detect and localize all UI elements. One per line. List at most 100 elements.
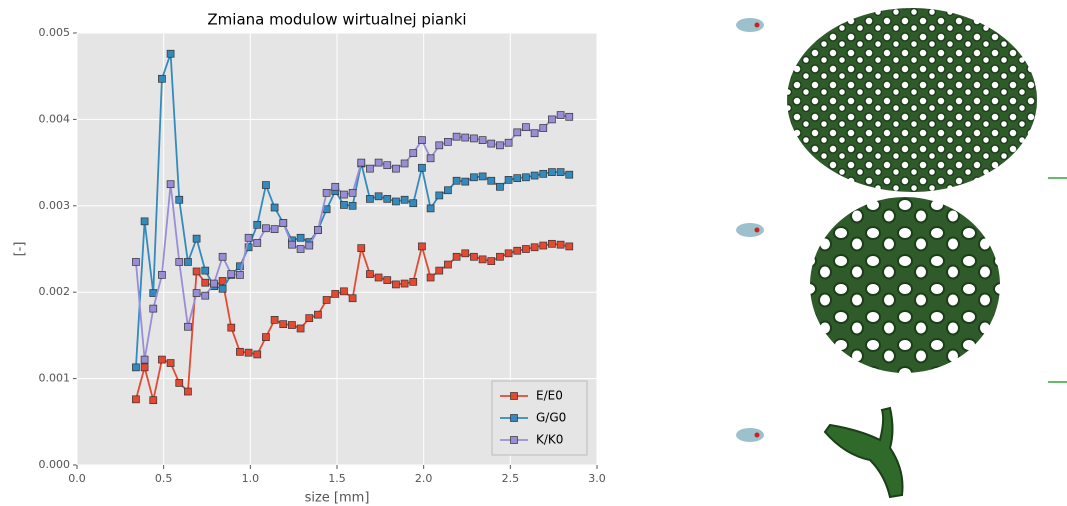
data-point <box>452 252 461 261</box>
data-point <box>366 164 374 173</box>
data-point <box>253 220 262 229</box>
data-point <box>565 112 574 121</box>
legend: E/E0 G/G0 K/K0 <box>491 380 588 456</box>
data-point <box>288 240 296 249</box>
chart: 0.000 0.001 0.002 0.003 0.004 0.005 0.0 0.5 1.0 1… <box>39 26 606 485</box>
data-point <box>262 224 270 233</box>
data-point <box>522 123 530 132</box>
data-point <box>158 74 166 83</box>
data-point <box>192 289 201 297</box>
data-point <box>296 245 305 253</box>
data-point <box>478 136 487 144</box>
data-point <box>418 136 426 144</box>
legend-marker <box>510 436 518 444</box>
data-point <box>149 396 158 405</box>
legend-marker <box>510 414 518 422</box>
data-point <box>262 181 270 189</box>
data-point <box>166 49 175 58</box>
data-point <box>444 138 452 146</box>
data-point <box>201 266 210 275</box>
foam-large <box>787 8 1037 192</box>
data-point <box>184 322 192 331</box>
data-point <box>487 139 496 148</box>
data-point <box>496 252 504 261</box>
data-point <box>262 333 270 341</box>
x-axis-label: size [mm] <box>305 491 370 506</box>
data-point <box>383 161 392 170</box>
data-point <box>348 294 357 303</box>
legend-marker <box>510 392 518 400</box>
data-point <box>435 266 444 275</box>
data-point <box>270 315 279 324</box>
eye-icon <box>736 428 764 442</box>
data-point <box>210 279 218 288</box>
data-point <box>409 277 418 286</box>
data-point <box>478 172 487 181</box>
data-point <box>426 154 435 163</box>
data-point <box>383 195 392 203</box>
data-point <box>366 270 374 278</box>
data-point <box>461 249 470 258</box>
data-point <box>400 159 409 168</box>
y-tick-label: 0.000 <box>39 458 71 471</box>
data-point <box>348 201 357 210</box>
legend-label: G/G0 <box>536 411 566 425</box>
data-point <box>184 258 192 266</box>
data-point <box>184 387 192 396</box>
data-point <box>132 258 140 266</box>
data-point <box>149 304 158 313</box>
data-point <box>565 170 574 179</box>
data-point <box>175 195 184 204</box>
data-point <box>132 395 140 404</box>
data-point <box>470 173 478 182</box>
chart-title: Zmiana modulow wirtualnej pianki <box>207 11 466 29</box>
data-point <box>392 280 400 289</box>
data-point <box>244 348 253 357</box>
data-point <box>175 258 184 266</box>
data-point <box>244 243 253 252</box>
foam-small <box>823 406 904 499</box>
x-tick-label: 2.0 <box>415 472 433 485</box>
data-point <box>400 195 409 204</box>
x-tick-label: 0.0 <box>68 472 86 485</box>
data-point <box>166 180 175 189</box>
data-point <box>392 164 400 173</box>
data-point <box>496 182 504 191</box>
data-point <box>374 158 383 167</box>
data-point <box>374 192 383 201</box>
data-point <box>322 296 331 304</box>
data-point <box>470 134 478 143</box>
data-point <box>366 195 374 203</box>
data-point <box>305 241 314 250</box>
data-point <box>444 260 452 269</box>
data-point <box>218 277 227 285</box>
data-point <box>539 241 548 250</box>
data-point <box>530 129 539 138</box>
data-point <box>331 290 340 298</box>
data-point <box>418 242 426 251</box>
data-point <box>452 132 461 141</box>
data-point <box>383 276 392 284</box>
data-point <box>461 133 470 142</box>
data-point <box>513 174 522 183</box>
data-point <box>236 262 244 271</box>
legend-label: E/E0 <box>536 389 563 403</box>
foam-images <box>736 8 1067 499</box>
data-point <box>218 284 227 293</box>
x-tick-label: 0.5 <box>155 472 173 485</box>
data-point <box>487 257 496 265</box>
data-point <box>340 287 348 296</box>
data-point <box>530 243 539 252</box>
data-point <box>236 347 244 356</box>
data-point <box>426 273 435 282</box>
data-point <box>556 111 565 119</box>
data-point <box>435 191 444 200</box>
data-point <box>201 278 210 287</box>
data-point <box>487 176 496 185</box>
data-point <box>132 363 140 372</box>
x-tick-label: 2.5 <box>502 472 520 485</box>
y-tick-label: 0.003 <box>39 199 71 212</box>
data-point <box>392 197 400 206</box>
data-point <box>253 350 262 359</box>
